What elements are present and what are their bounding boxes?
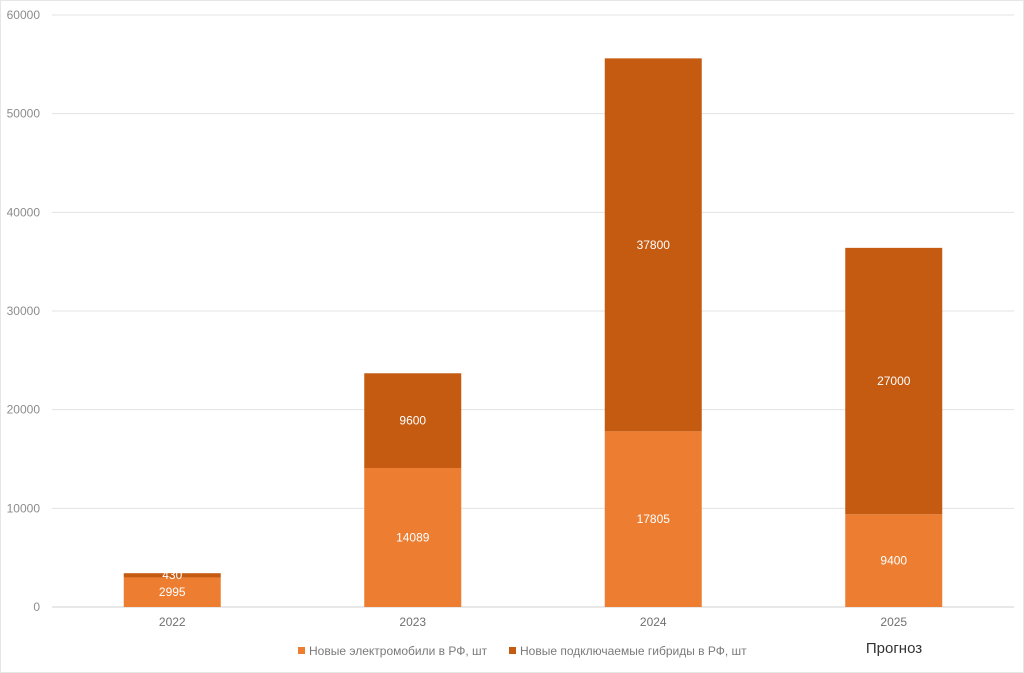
y-axis: 0 10000 20000 30000 40000 50000 60000 bbox=[7, 8, 1014, 614]
y-tick-label: 30000 bbox=[7, 304, 41, 318]
data-label: 430 bbox=[162, 568, 182, 582]
y-tick-label: 20000 bbox=[7, 403, 41, 417]
legend-label-series-2: Новые подключаемые гибриды в РФ, шт bbox=[520, 644, 747, 658]
y-tick-label: 0 bbox=[33, 600, 40, 614]
bar-segment-2024-series-2 bbox=[604, 58, 702, 432]
bar-segment-2025-series-2 bbox=[845, 247, 943, 515]
data-label: 37800 bbox=[637, 238, 671, 252]
legend: Новые электромобили в РФ, шт Новые подклю… bbox=[298, 644, 747, 658]
forecast-annotation: Прогноз bbox=[866, 640, 922, 657]
bar-segment-2023-series-2 bbox=[364, 373, 462, 468]
bar-segment-2024-series-1 bbox=[604, 431, 702, 607]
data-label: 27000 bbox=[877, 374, 911, 388]
data-labels: 2995 430 14089 9600 17805 37800 9400 27000 bbox=[159, 238, 911, 599]
legend-swatch-series-1 bbox=[298, 647, 305, 654]
data-label: 17805 bbox=[637, 512, 671, 526]
bar-segment-2025-series-1 bbox=[845, 514, 943, 607]
x-tick-label: 2025 bbox=[880, 615, 907, 629]
data-label: 9600 bbox=[399, 414, 426, 428]
y-tick-label: 60000 bbox=[7, 8, 41, 22]
data-label: 2995 bbox=[159, 585, 186, 599]
x-tick-label: 2022 bbox=[159, 615, 186, 629]
x-axis: 2022 2023 2024 2025 bbox=[159, 615, 908, 629]
y-tick-label: 50000 bbox=[7, 107, 41, 121]
x-tick-label: 2024 bbox=[640, 615, 667, 629]
bars bbox=[123, 58, 943, 607]
y-tick-label: 10000 bbox=[7, 501, 41, 515]
bar-segment-2022-series-1 bbox=[123, 577, 221, 607]
y-tick-label: 40000 bbox=[7, 205, 41, 219]
data-label: 14089 bbox=[396, 530, 430, 544]
bar-segment-2022-series-2 bbox=[123, 573, 221, 578]
bar-segment-2023-series-1 bbox=[364, 467, 462, 607]
data-label: 9400 bbox=[880, 554, 907, 568]
legend-label-series-1: Новые электромобили в РФ, шт bbox=[309, 644, 488, 658]
x-tick-label: 2023 bbox=[399, 615, 426, 629]
legend-swatch-series-2 bbox=[509, 647, 516, 654]
